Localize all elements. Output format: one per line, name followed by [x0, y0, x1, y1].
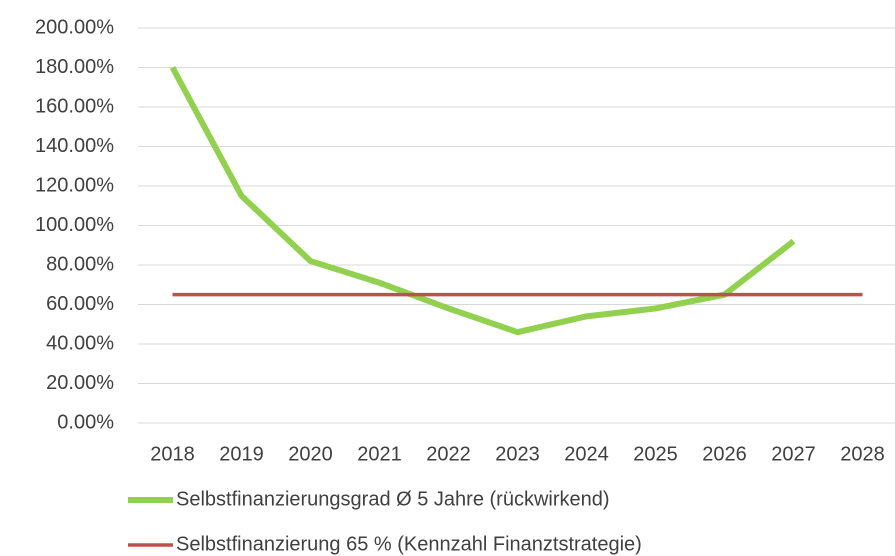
y-tick-label: 140.00% — [35, 135, 114, 157]
series-line — [169, 66, 796, 336]
y-tick-label: 60.00% — [46, 293, 114, 315]
legend-label: Selbstfinanzierung 65 % (Kennzahl Finanz… — [176, 533, 642, 555]
legend-label: Selbstfinanzierungsgrad Ø 5 Jahre (rückw… — [176, 488, 610, 510]
x-tick-label: 2019 — [219, 443, 264, 465]
x-tick-label: 2018 — [150, 443, 195, 465]
y-tick-label: 180.00% — [35, 56, 114, 78]
y-tick-label: 80.00% — [46, 253, 114, 275]
x-tick-label: 2026 — [702, 443, 747, 465]
x-tick-label: 2024 — [564, 443, 609, 465]
x-tick-label: 2027 — [771, 443, 816, 465]
x-tick-label: 2020 — [288, 443, 333, 465]
y-tick-label: 20.00% — [46, 372, 114, 394]
y-tick-label: 100.00% — [35, 214, 114, 236]
x-tick-label: 2021 — [357, 443, 402, 465]
x-tick-label: 2022 — [426, 443, 471, 465]
x-tick-label: 2023 — [495, 443, 540, 465]
y-tick-label: 160.00% — [35, 95, 114, 117]
y-tick-label: 40.00% — [46, 332, 114, 354]
y-tick-label: 120.00% — [35, 174, 114, 196]
x-tick-label: 2025 — [633, 443, 678, 465]
y-tick-label: 200.00% — [35, 16, 114, 38]
y-tick-label: 0.00% — [57, 411, 114, 433]
x-tick-label: 2028 — [840, 443, 885, 465]
